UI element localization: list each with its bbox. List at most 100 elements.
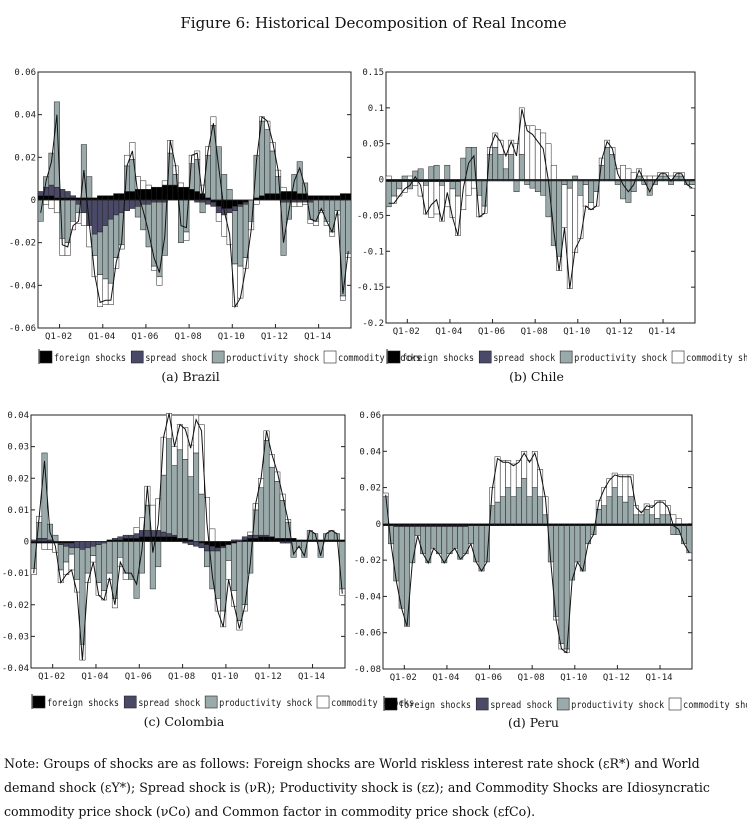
bar-foreign-shocks [232,199,238,207]
bar-productivity-shock [263,440,270,536]
bar-productivity-shock [274,481,281,539]
bar-foreign-shocks [345,193,352,201]
bar-productivity-shock [513,180,520,193]
bar-commodity-shocks [80,212,87,226]
bar-productivity-shock [689,180,696,185]
y-tick-label: -0.2 [362,319,384,329]
bar-foreign-shocks [280,191,287,201]
x-tick-label: Q1-08 [518,673,545,683]
bar-foreign-shocks [329,195,336,201]
x-tick-label: Q1-02 [38,672,65,682]
bar-foreign-shocks [122,538,129,542]
bar-spread-shock [214,547,221,552]
bar-spread-shock [662,180,669,182]
bar-productivity-shock [236,541,243,621]
bar-commodity-shocks [118,244,125,250]
legend-label: productivity shock [226,353,319,364]
bar-spread-shock [84,541,91,549]
bar-spread-shock [95,541,102,545]
bar-productivity-shock [606,496,613,525]
chart-colombia [30,413,346,709]
legend-swatch [123,695,137,709]
bar-spread-shock [117,536,124,541]
x-tick-label: Q1-04 [435,327,462,337]
legend-swatch [32,695,46,709]
bar-commodity-shocks [423,185,429,215]
bar-productivity-shock [436,526,442,555]
bar-commodity-shocks [48,199,55,209]
bar-spread-shock [37,191,44,196]
bar-commodity-shocks [654,500,661,519]
bar-commodity-shocks [253,199,260,205]
bar-productivity-shock [649,514,655,525]
bar-foreign-shocks [209,541,216,547]
bar-foreign-shocks [252,538,259,542]
bar-productivity-shock [518,154,525,180]
bar-productivity-shock [428,166,435,180]
bar-spread-shock [193,541,200,547]
bar-foreign-shocks [339,193,346,201]
legend-swatch [211,350,225,364]
bar-spread-shock [160,531,167,538]
bar-commodity-shocks [385,175,392,180]
note-symbol-z: (εz) [416,780,440,795]
bar-productivity-shock [537,496,544,525]
bar-foreign-shocks [334,195,341,201]
legend-label: commodity shocks [686,353,747,364]
total-line [388,109,693,289]
bar-commodity-shocks [665,505,671,516]
y-tick-label: 0.04 [14,111,36,121]
bar-foreign-shocks [140,189,147,201]
bar-commodity-shocks [302,201,309,205]
bar-productivity-shock [232,210,238,265]
bar-productivity-shock [638,514,645,525]
y-tick-label: -0.02 [9,239,36,249]
note-common: and Common factor in commodity price sho… [194,804,489,819]
bar-productivity-shock [241,541,248,605]
bar-foreign-shocks [279,538,286,542]
bar-commodity-shocks [182,427,189,460]
bar-productivity-shock [455,181,461,197]
y-tick-label: -0.1 [362,247,384,257]
note-prefix: Note: Groups of shocks are as follows: F… [4,756,595,771]
bar-foreign-shocks [97,195,104,201]
bar-foreign-shocks [129,191,136,201]
bar-commodity-shocks [225,560,232,580]
bar-productivity-shock [508,154,515,180]
bar-spread-shock [41,538,48,542]
bar-commodity-shocks [540,132,547,180]
bar-productivity-shock [439,181,445,186]
legend-label: foreign shocks [399,700,471,711]
bar-spread-shock [90,541,97,547]
bar-commodity-shocks [107,282,114,305]
y-tick-label: 0.04 [359,447,381,457]
legend-swatch [478,350,492,364]
bar-productivity-shock [654,518,661,525]
bar-foreign-shocks [274,538,281,542]
bar-foreign-shocks [268,536,275,542]
note-symbol-nu-co: (νCo) [155,804,191,819]
bar-productivity-shock [176,449,183,539]
bar-commodity-shocks [465,180,472,196]
note-symbol-f-co: (εfCo) [492,804,532,819]
bar-foreign-shocks [296,193,303,201]
x-tick-label: Q1-14 [648,327,675,337]
x-tick-label: Q1-10 [560,673,587,683]
bar-productivity-shock [446,526,453,555]
y-tick-label: -0.06 [354,629,381,639]
bar-productivity-shock [345,199,352,254]
bar-productivity-shock [84,547,91,574]
note-symbol-nu-r: (νR) [244,780,272,795]
bar-commodity-shocks [237,265,244,299]
bar-productivity-shock [502,168,509,180]
bar-commodity-shocks [339,295,346,301]
x-tick-label: Q1-12 [261,332,288,342]
bar-foreign-shocks [220,541,227,547]
bar-spread-shock [508,180,515,182]
legend-swatch [130,350,144,364]
bar-productivity-shock [401,175,408,180]
bar-foreign-shocks [178,186,184,201]
bar-foreign-shocks [128,538,135,542]
y-tick-label: 0.03 [7,443,29,453]
bar-foreign-shocks [259,195,265,201]
